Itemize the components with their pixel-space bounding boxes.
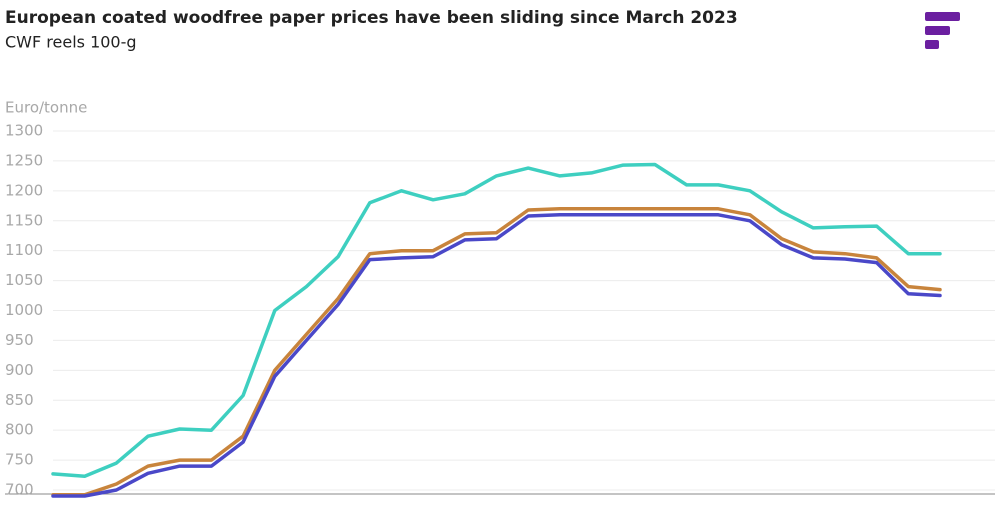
y-tick-label: 1200 xyxy=(5,181,43,199)
y-tick-label: 1100 xyxy=(5,241,43,259)
y-tick-label: 1000 xyxy=(5,301,43,319)
y-tick-label: 900 xyxy=(5,361,34,379)
y-tick-label: 1050 xyxy=(5,271,43,289)
chart-title: European coated woodfree paper prices ha… xyxy=(5,8,738,28)
series-line xyxy=(51,162,942,479)
y-tick-label: 800 xyxy=(5,421,34,439)
chart-subtitle: CWF reels 100-g xyxy=(5,33,137,52)
y-tick-label: 1300 xyxy=(5,122,43,140)
y-tick-label: 750 xyxy=(5,451,34,469)
y-tick-label: 1150 xyxy=(5,211,43,229)
logo xyxy=(925,12,960,49)
y-tick-label: 950 xyxy=(5,331,34,349)
y-tick-label: 700 xyxy=(5,481,34,499)
y-axis-label: Euro/tonne xyxy=(5,99,87,117)
y-tick-label: 850 xyxy=(5,391,34,409)
y-tick-label: 1250 xyxy=(5,151,43,169)
series-line xyxy=(51,207,942,497)
series-line xyxy=(51,213,942,498)
